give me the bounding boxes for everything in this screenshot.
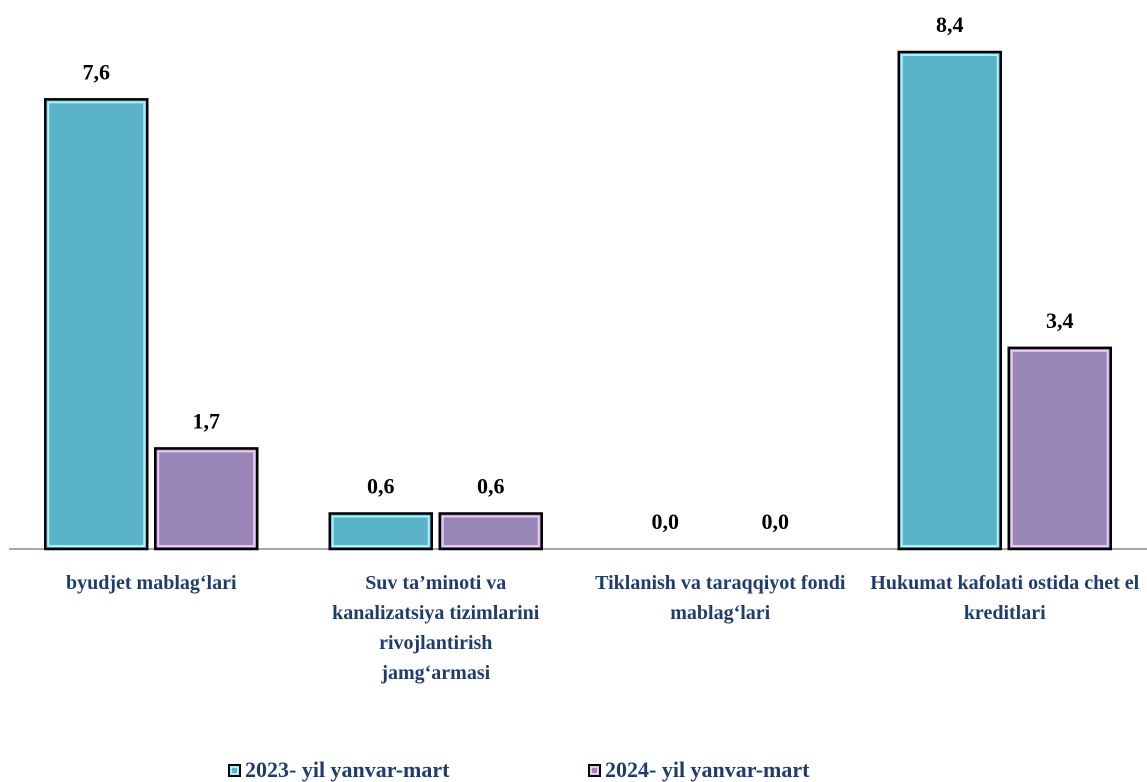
bar xyxy=(154,447,259,551)
legend-label: 2024- yil yanvar-mart xyxy=(605,757,810,782)
bar-highlight xyxy=(47,101,146,547)
bar xyxy=(328,512,433,551)
bar xyxy=(44,98,149,551)
bar xyxy=(897,50,1002,551)
bar-highlight xyxy=(331,515,430,547)
bar-highlight xyxy=(157,450,256,547)
bar xyxy=(438,512,543,551)
x-tick-label: Hukumat kafolati ostida chet el kreditla… xyxy=(870,572,1140,624)
legend-label: 2023- yil yanvar-mart xyxy=(245,757,450,782)
x-tick-label: Tiklanish va taraqqiyot fondi mablag‘lar… xyxy=(595,572,846,624)
legend-item: 2023- yil yanvar-mart xyxy=(228,757,449,782)
bar xyxy=(1007,346,1112,551)
data-label: 0,6 xyxy=(477,474,505,499)
bar-highlight xyxy=(900,54,999,547)
x-tick-label: Suv ta’minoti va kanalizatsiya tizimlari… xyxy=(332,572,540,684)
legend-swatch xyxy=(228,763,241,777)
data-label: 7,6 xyxy=(83,59,111,84)
legend-swatch xyxy=(588,763,601,777)
data-label: 3,4 xyxy=(1046,308,1074,333)
x-tick-label: byudjet mablag‘lari xyxy=(65,572,237,594)
data-label: 0,0 xyxy=(762,509,790,534)
bar-highlight xyxy=(441,515,540,547)
bar-highlight xyxy=(1010,349,1109,548)
data-label: 0,6 xyxy=(367,474,395,499)
data-label: 8,4 xyxy=(936,12,964,37)
legend-item: 2024- yil yanvar-mart xyxy=(588,757,809,782)
data-label: 0,0 xyxy=(652,509,680,534)
data-label: 1,7 xyxy=(193,408,221,433)
